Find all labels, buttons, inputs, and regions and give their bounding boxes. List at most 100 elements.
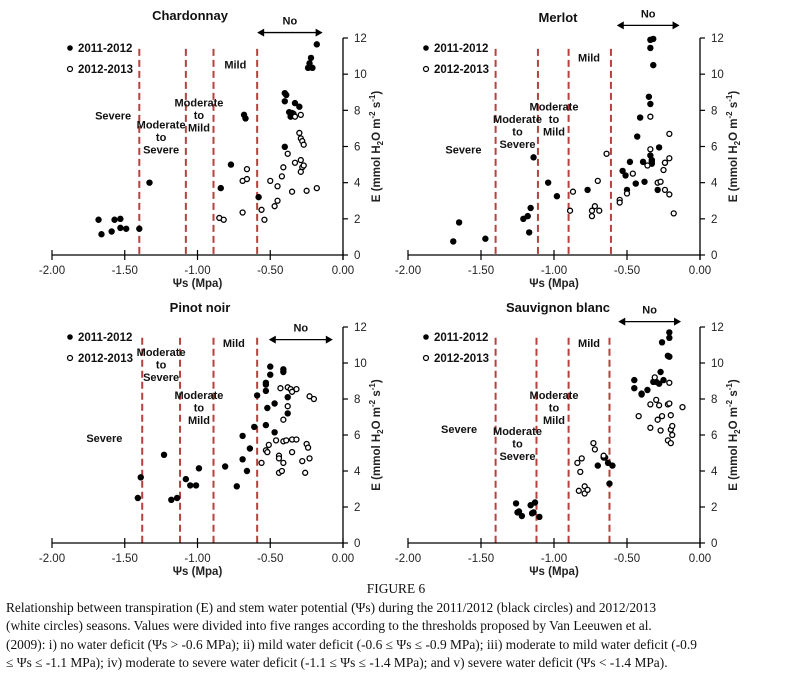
data-point-2012-2013 — [669, 422, 676, 430]
data-point-2011-2012 — [192, 482, 200, 489]
y-axis-label: E (mmol H2O m-2 s-1) — [368, 91, 385, 203]
chart-title: Sauvignon blanc — [506, 300, 610, 315]
data-point-2012-2013 — [297, 168, 304, 175]
data-point-2012-2013 — [275, 455, 283, 462]
x-axis-label: Ψs (Mpa) — [529, 566, 579, 578]
zone-label-line: Severe — [445, 145, 481, 157]
zone-label-line: Moderate — [530, 101, 579, 113]
data-point-2012-2013 — [299, 457, 306, 465]
x-tick-label: -1.50 — [468, 553, 494, 565]
data-point-2012-2013 — [303, 187, 310, 194]
zone-label-line: Moderate — [493, 426, 542, 438]
data-point-2011-2012 — [239, 456, 246, 463]
y-axis-label-part: O m — [371, 118, 383, 140]
data-point-2012-2013 — [667, 439, 674, 447]
data-point-2011-2012 — [262, 379, 270, 386]
data-point-2012-2013 — [566, 207, 574, 214]
data-point-2011-2012 — [217, 184, 224, 192]
data-point-2012-2013 — [657, 427, 664, 434]
zone-label-severe: Moderate to Severe — [493, 114, 542, 151]
data-point-2012-2013 — [623, 190, 631, 197]
x-axis-label: Ψs (Mpa) — [529, 278, 579, 290]
data-point-2011-2012 — [553, 193, 561, 200]
data-point-2011-2012 — [123, 225, 130, 232]
data-point-2012-2013 — [575, 487, 582, 494]
data-point-2012-2013 — [666, 130, 673, 137]
data-point-2012-2013 — [578, 455, 585, 462]
x-tick-label: 0.00 — [332, 553, 354, 565]
data-point-2011-2012 — [187, 482, 194, 489]
x-axis-label: Ψs (Mpa) — [173, 566, 223, 578]
data-point-2011-2012 — [117, 215, 124, 223]
data-point-2012-2013 — [596, 207, 603, 214]
data-point-2012-2013 — [313, 184, 320, 192]
zone-label-mild: Moderate to Mild — [530, 390, 579, 427]
arrow-right-icon — [672, 21, 680, 30]
data-point-2012-2013 — [220, 216, 227, 223]
data-point-2012-2013 — [644, 162, 651, 169]
data-point-2011-2012 — [251, 423, 258, 431]
zone-label-line: Moderate — [137, 347, 186, 359]
data-point-2011-2012 — [233, 483, 240, 490]
data-point-2011-2012 — [647, 44, 654, 52]
data-point-2011-2012 — [530, 154, 537, 161]
data-point-2011-2012 — [518, 512, 526, 520]
data-point-2012-2013 — [666, 191, 673, 198]
zone-label-line: to — [549, 403, 560, 415]
data-point-2012-2013 — [679, 403, 686, 411]
data-point-2011-2012 — [281, 143, 288, 151]
zone-label-line: Moderate — [137, 119, 186, 131]
no-deficit-label: No — [283, 16, 298, 28]
zone-label-line: Mild — [578, 53, 600, 65]
data-point-2011-2012 — [160, 451, 168, 458]
data-point-2011-2012 — [660, 376, 667, 384]
zone-label-line: Severe — [95, 110, 131, 122]
y-axis-label-part: -1 — [725, 383, 734, 391]
legend-label-2: 2012-2013 — [434, 353, 489, 365]
data-point-2012-2013 — [288, 448, 296, 456]
data-point-2012-2013 — [284, 403, 291, 410]
data-point-2011-2012 — [255, 193, 262, 201]
data-point-2011-2012 — [525, 229, 533, 236]
y-axis-label: E (mmol H2O m-2 s-1) — [725, 91, 742, 203]
legend-marker-open — [66, 65, 74, 73]
y-axis-label-part: -2 — [368, 111, 377, 119]
figure-caption: FIGURE 6 Relationship between transpirat… — [6, 580, 786, 673]
zone-label-line: to — [194, 110, 205, 122]
data-point-2012-2013 — [616, 199, 623, 206]
caption-line-3: (2009): i) no water deficit (Ψs > -0.6 M… — [6, 636, 697, 652]
data-point-2012-2013 — [588, 212, 596, 220]
data-point-2012-2013 — [666, 400, 673, 407]
data-point-2011-2012 — [645, 93, 653, 100]
legend-marker-open — [422, 65, 430, 73]
y-tick-label: 10 — [711, 358, 724, 370]
legend-marker-open — [422, 354, 430, 362]
y-tick-label: 4 — [354, 178, 361, 190]
data-point-2012-2013 — [670, 210, 677, 217]
arrow-left-icon — [257, 28, 265, 37]
zone-label-mild: Mild — [223, 338, 245, 350]
data-point-2012-2013 — [651, 374, 658, 381]
data-point-2012-2013 — [658, 412, 666, 420]
data-point-2011-2012 — [648, 158, 656, 166]
data-point-2011-2012 — [639, 158, 647, 166]
arrow-left-icon — [616, 21, 624, 30]
data-point-2012-2013 — [591, 203, 599, 210]
zone-label-mild: Mild — [578, 338, 600, 350]
data-point-2012-2013 — [647, 113, 654, 120]
zone-label-severe: Moderate to Severe — [493, 426, 542, 463]
data-point-2011-2012 — [641, 178, 648, 185]
data-point-2012-2013 — [655, 402, 663, 409]
y-tick-label: 12 — [711, 33, 724, 45]
data-point-2012-2013 — [265, 441, 272, 449]
zone-label-mild: Mild — [224, 60, 246, 72]
y-axis-label-part: 2 — [376, 140, 385, 145]
data-point-2011-2012 — [658, 339, 666, 346]
x-tick-label: -2.00 — [39, 265, 65, 277]
data-point-2012-2013 — [291, 159, 299, 166]
data-point-2011-2012 — [631, 385, 638, 392]
x-tick-label: -1.00 — [541, 553, 567, 565]
data-point-2012-2013 — [661, 186, 669, 194]
legend-marker-filled — [423, 45, 429, 51]
data-point-2011-2012 — [626, 158, 634, 166]
